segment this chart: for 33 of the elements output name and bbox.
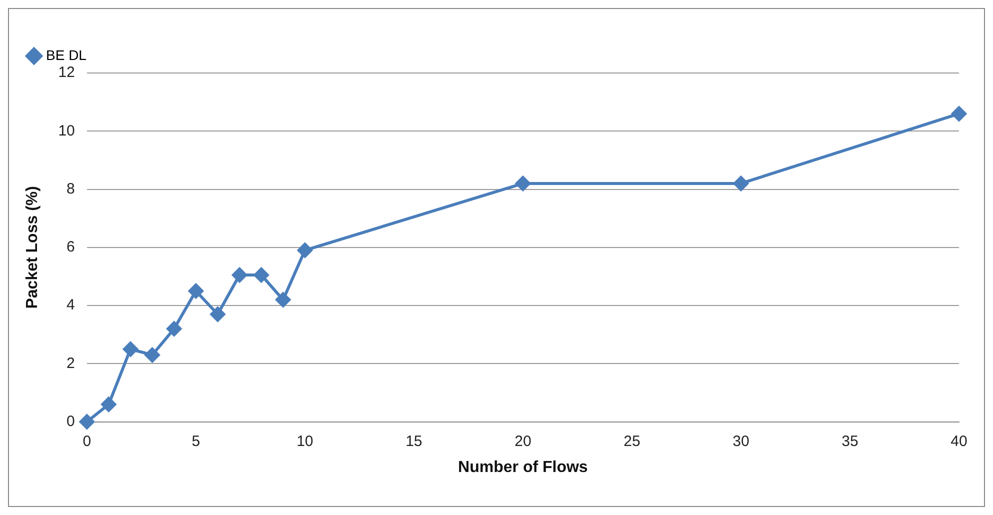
y-tick-label: 2	[66, 354, 75, 372]
point	[297, 242, 312, 258]
point	[188, 284, 204, 298]
point	[101, 396, 116, 412]
point	[144, 347, 160, 362]
x-tick-label: 15	[406, 432, 422, 450]
point	[79, 414, 94, 430]
point	[210, 306, 226, 322]
legend-label: BE DL	[46, 46, 87, 63]
x-axis-title: Number of Flows	[458, 458, 588, 476]
point	[232, 268, 248, 283]
point	[122, 342, 138, 357]
y-tick-label: 4	[66, 296, 75, 314]
point	[166, 321, 182, 336]
y-axis-title: Packet Loss (%)	[24, 186, 42, 309]
y-tick-label: 10	[58, 122, 75, 140]
x-tick-label: 10	[296, 432, 314, 450]
point	[254, 268, 269, 283]
point	[276, 292, 291, 308]
point	[733, 176, 748, 191]
y-tick-label: 12	[58, 64, 75, 82]
y-tick-label: 0	[66, 412, 75, 430]
point	[515, 176, 530, 191]
x-tick-label: 30	[732, 432, 750, 450]
x-tick-label: 5	[192, 432, 200, 450]
x-tick-label: 25	[624, 432, 640, 450]
y-tick-label: 8	[66, 180, 75, 198]
x-tick-label: 40	[950, 432, 968, 450]
x-tick-label: 35	[842, 432, 858, 450]
point	[952, 106, 966, 122]
x-tick-label: 20	[514, 432, 532, 450]
y-tick-label: 6	[66, 238, 75, 256]
x-tick-label: 0	[82, 432, 92, 450]
